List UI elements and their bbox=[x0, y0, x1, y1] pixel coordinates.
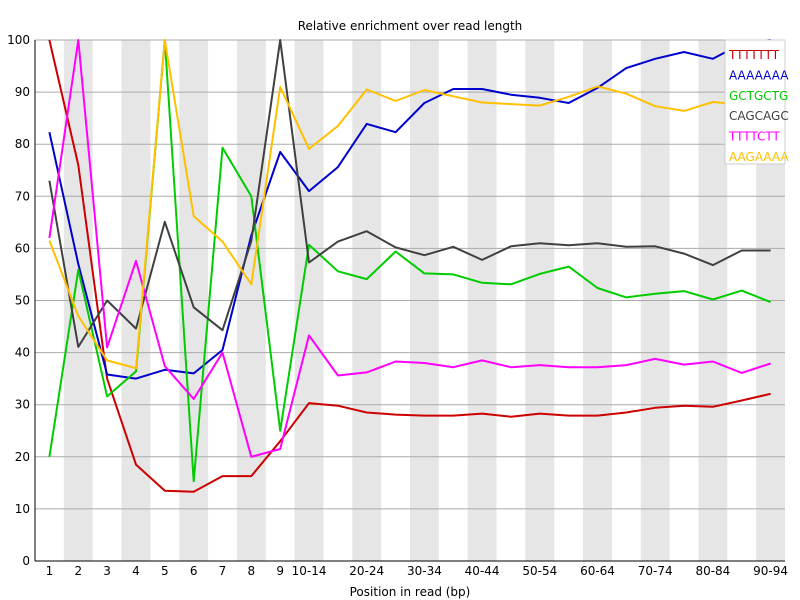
x-axis-label: Position in read (bp) bbox=[350, 585, 471, 599]
series-line-ttttttt bbox=[48, 39, 771, 493]
x-tick-label: 1 bbox=[46, 564, 54, 578]
legend-entry: AAGAAAA bbox=[729, 150, 789, 164]
x-tick-label: 5 bbox=[161, 564, 169, 578]
x-tick-label: 10-14 bbox=[292, 564, 327, 578]
y-tick-labels: 0 10 20 30 40 50 60 70 80 90 100 bbox=[7, 33, 30, 568]
x-tick-label: 80-84 bbox=[695, 564, 730, 578]
x-tick-labels: 1 2 3 4 5 6 7 8 9 10-14 20-24 30-34 40-44 50-54 60-64 7… bbox=[46, 564, 788, 578]
legend-entry: TTTTTTT bbox=[728, 48, 780, 62]
x-tick-label: 3 bbox=[103, 564, 111, 578]
series-line-aagaaaa bbox=[48, 39, 771, 370]
legend-entry: CAGCAGC bbox=[729, 109, 789, 123]
chart-title: Relative enrichment over read length bbox=[298, 19, 523, 33]
y-tick-label: 80 bbox=[15, 137, 30, 151]
y-tick-label: 60 bbox=[15, 241, 30, 255]
x-tick-label: 70-74 bbox=[638, 564, 673, 578]
y-tick-label: 50 bbox=[15, 294, 30, 308]
y-tick-label: 90 bbox=[15, 85, 30, 99]
y-tick-label: 30 bbox=[15, 398, 30, 412]
y-tick-label: 70 bbox=[15, 189, 30, 203]
x-tick-label: 6 bbox=[190, 564, 198, 578]
series-line-ttttctt bbox=[48, 39, 771, 458]
y-tick-label: 100 bbox=[7, 33, 30, 47]
legend: TTTTTTT AAAAAAA GCTGCTG CAGCAGC TTTTCTT AAGAA… bbox=[724, 39, 789, 165]
series-line-cagcagc bbox=[48, 39, 771, 348]
x-tick-label: 4 bbox=[132, 564, 140, 578]
legend-entry: AAAAAAA bbox=[729, 68, 789, 82]
x-tick-label: 8 bbox=[248, 564, 256, 578]
x-tick-label: 40-44 bbox=[465, 564, 500, 578]
x-tick-label: 9 bbox=[276, 564, 284, 578]
y-tick-label: 10 bbox=[15, 502, 30, 516]
y-tick-label: 40 bbox=[15, 346, 30, 360]
x-tick-label: 2 bbox=[74, 564, 82, 578]
x-tick-label: 50-54 bbox=[522, 564, 557, 578]
legend-entry: GCTGCTG bbox=[729, 89, 788, 103]
x-tick-label: 7 bbox=[219, 564, 227, 578]
x-tick-label: 20-24 bbox=[349, 564, 384, 578]
y-tick-label: 0 bbox=[22, 554, 30, 568]
legend-entry: TTTTCTT bbox=[728, 130, 780, 144]
legend-box bbox=[724, 39, 786, 165]
y-tick-label: 20 bbox=[15, 450, 30, 464]
x-tick-label: 90-94 bbox=[753, 564, 788, 578]
series-line-gctgctg bbox=[48, 39, 771, 483]
x-tick-label: 30-34 bbox=[407, 564, 442, 578]
x-tick-label: 60-64 bbox=[580, 564, 615, 578]
series-lines bbox=[48, 39, 771, 493]
